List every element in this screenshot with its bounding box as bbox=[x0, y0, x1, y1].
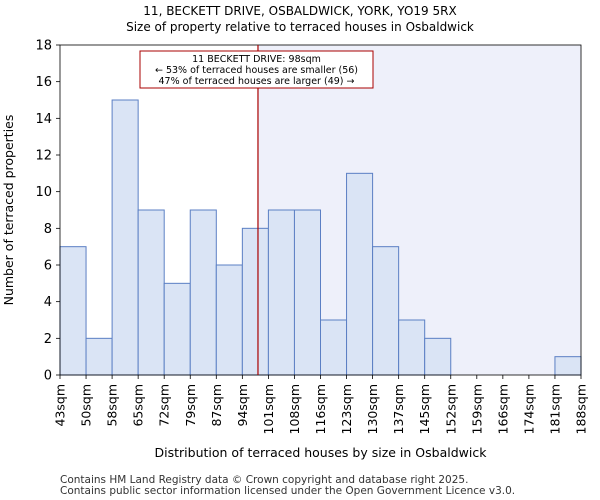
axes-layer: 0 2 4 6 8 10 12 14 16 18 43sqm 50sqm 58sqm 65sqm 72sqm… bbox=[35, 39, 588, 435]
x-tick-label-9: 108sqm bbox=[287, 384, 302, 434]
bar-19 bbox=[554, 356, 582, 376]
y-tick-label-6: 6 bbox=[44, 259, 52, 274]
bar-10 bbox=[320, 319, 348, 376]
footer-licence: Contains public sector information licen… bbox=[60, 485, 516, 497]
x-tick-label-11: 123sqm bbox=[339, 384, 354, 434]
x-tick-label-19: 181sqm bbox=[547, 384, 562, 434]
y-tick-label-0: 0 bbox=[44, 369, 52, 384]
bar-12 bbox=[372, 246, 400, 376]
x-tick-label-3: 65sqm bbox=[131, 384, 146, 427]
x-tick-label-4: 72sqm bbox=[157, 384, 172, 427]
y-tick-label-8: 8 bbox=[44, 222, 52, 237]
bar-13 bbox=[398, 319, 426, 376]
bar-8 bbox=[267, 209, 295, 376]
chart-subtitle: Size of property relative to terraced ho… bbox=[126, 20, 474, 34]
x-tick-label-8: 101sqm bbox=[261, 384, 276, 434]
bar-chart: 0 2 4 6 8 10 12 14 16 18 43sqm 50sqm 58sqm 65sqm 72sqm… bbox=[1, 39, 589, 461]
bar-1 bbox=[85, 337, 113, 376]
bar-11 bbox=[346, 172, 374, 376]
x-axis-label: Distribution of terraced houses by size … bbox=[155, 445, 488, 460]
x-tick-label-5: 79sqm bbox=[183, 384, 198, 427]
footer-copyright: Contains HM Land Registry data © Crown c… bbox=[60, 474, 469, 486]
bar-2 bbox=[111, 99, 139, 376]
annotation-layer: 11 BECKETT DRIVE: 98sqm ← 53% of terrace… bbox=[139, 50, 374, 89]
x-tick-label-13: 137sqm bbox=[391, 384, 406, 434]
y-tick-label-4: 4 bbox=[44, 295, 52, 310]
bar-7 bbox=[241, 227, 269, 376]
bar-9 bbox=[293, 209, 322, 376]
x-tick-label-0: 43sqm bbox=[53, 384, 68, 427]
bar-3 bbox=[137, 209, 165, 376]
bars-layer bbox=[59, 99, 582, 376]
bar-0 bbox=[59, 246, 87, 376]
bar-6 bbox=[215, 264, 243, 376]
x-tick-label-1: 50sqm bbox=[79, 384, 94, 427]
y-tick-label-18: 18 bbox=[35, 39, 52, 54]
bar-14 bbox=[424, 337, 452, 376]
annotation-box bbox=[139, 50, 374, 89]
annotation-line2: ← 53% of terraced houses are smaller (56… bbox=[155, 65, 358, 76]
y-tick-label-2: 2 bbox=[44, 332, 52, 347]
x-tick-label-17: 166sqm bbox=[495, 384, 510, 434]
bar-5 bbox=[189, 209, 217, 376]
x-tick-label-20: 188sqm bbox=[574, 384, 589, 434]
x-tick-label-10: 116sqm bbox=[313, 384, 328, 434]
x-tick-label-6: 87sqm bbox=[209, 384, 224, 427]
x-tick-label-15: 152sqm bbox=[443, 384, 458, 434]
x-tick-label-2: 58sqm bbox=[105, 384, 120, 427]
x-tick-label-14: 145sqm bbox=[417, 384, 432, 434]
x-tick-label-7: 94sqm bbox=[235, 384, 250, 427]
y-axis-label: Number of terraced properties bbox=[1, 115, 16, 306]
x-tick-label-18: 174sqm bbox=[521, 384, 536, 434]
x-tick-label-16: 159sqm bbox=[469, 384, 484, 434]
y-tick-label-16: 16 bbox=[35, 75, 52, 90]
bar-4 bbox=[163, 282, 191, 376]
y-tick-label-12: 12 bbox=[35, 149, 52, 164]
annotation-line3: 47% of terraced houses are larger (49) → bbox=[159, 76, 355, 87]
annotation-line1: 11 BECKETT DRIVE: 98sqm bbox=[192, 54, 321, 65]
chart-title: 11, BECKETT DRIVE, OSBALDWICK, YORK, YO1… bbox=[143, 4, 457, 18]
y-tick-label-10: 10 bbox=[35, 185, 52, 200]
x-tick-label-12: 130sqm bbox=[365, 384, 380, 434]
y-tick-label-14: 14 bbox=[35, 112, 52, 127]
